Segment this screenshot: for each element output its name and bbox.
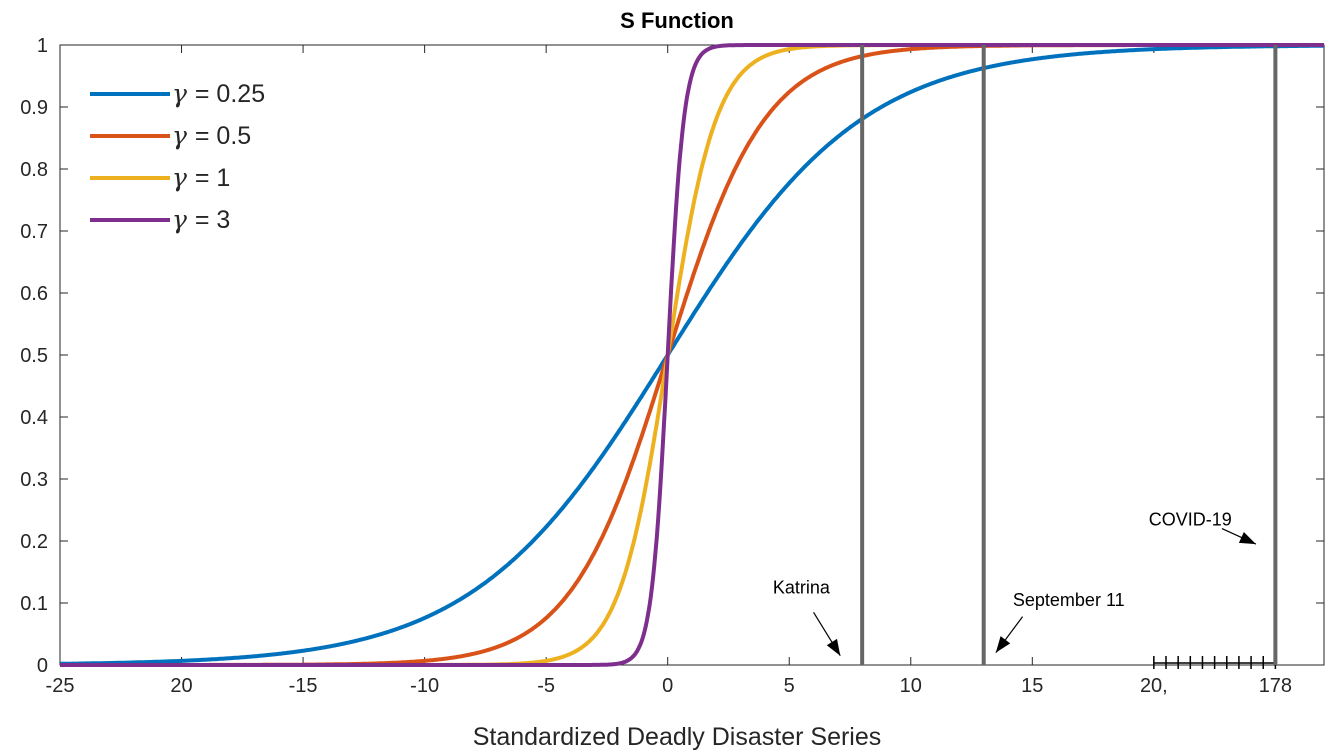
x-tick-label: 20,: [1140, 675, 1168, 697]
x-tick-label: -25: [46, 675, 75, 697]
y-tick-label: 0.6: [20, 283, 48, 305]
annotation-text: September 11: [1013, 590, 1125, 610]
x-tick-label: -15: [289, 675, 318, 697]
y-tick-label: 1: [37, 35, 48, 57]
y-tick-label: 0.8: [20, 159, 48, 181]
y-tick-label: 0.1: [20, 593, 48, 615]
y-tick-label: 0.4: [20, 407, 48, 429]
y-tick-label: 0.9: [20, 97, 48, 119]
y-tick-label: 0.7: [20, 221, 48, 243]
x-tick-label: 178: [1259, 675, 1292, 697]
x-axis-label: Standardized Deadly Disaster Series: [473, 723, 882, 751]
chart-title: S Function: [620, 8, 734, 33]
x-tick-label: 15: [1021, 675, 1043, 697]
x-tick-label: 5: [784, 675, 795, 697]
annotation-text: Katrina: [773, 578, 831, 598]
x-tick-label: 10: [900, 675, 922, 697]
annotation-arrowhead: [995, 636, 1011, 653]
plot-area: -25 20 -15 -10 -5 0 5 10 15 20, 178 0 0.1 0.2 0.3 0.4 0.…: [20, 35, 1325, 697]
x-tick-label: 20: [170, 675, 192, 697]
x-tick-label: -5: [537, 675, 555, 697]
y-tick-label: 0.2: [20, 531, 48, 553]
annotation-arrowhead: [1238, 532, 1256, 545]
legend-entry: γ = 3: [172, 205, 230, 234]
x-tick-label: -10: [410, 675, 439, 697]
legend-entry: γ = 0.25: [172, 79, 265, 108]
series-line: [59, 43, 1325, 666]
y-tick-label: 0.5: [20, 345, 48, 367]
x-tick-label: 0: [662, 675, 673, 697]
annotation-text: COVID-19: [1149, 510, 1232, 530]
y-tick-label: 0: [37, 655, 48, 677]
legend-entry: γ = 0.5: [172, 121, 251, 150]
legend-entry: γ = 1: [172, 163, 230, 192]
y-tick-label: 0.3: [20, 469, 48, 491]
annotation-arrowhead: [826, 638, 841, 656]
series-line: [59, 43, 1325, 667]
